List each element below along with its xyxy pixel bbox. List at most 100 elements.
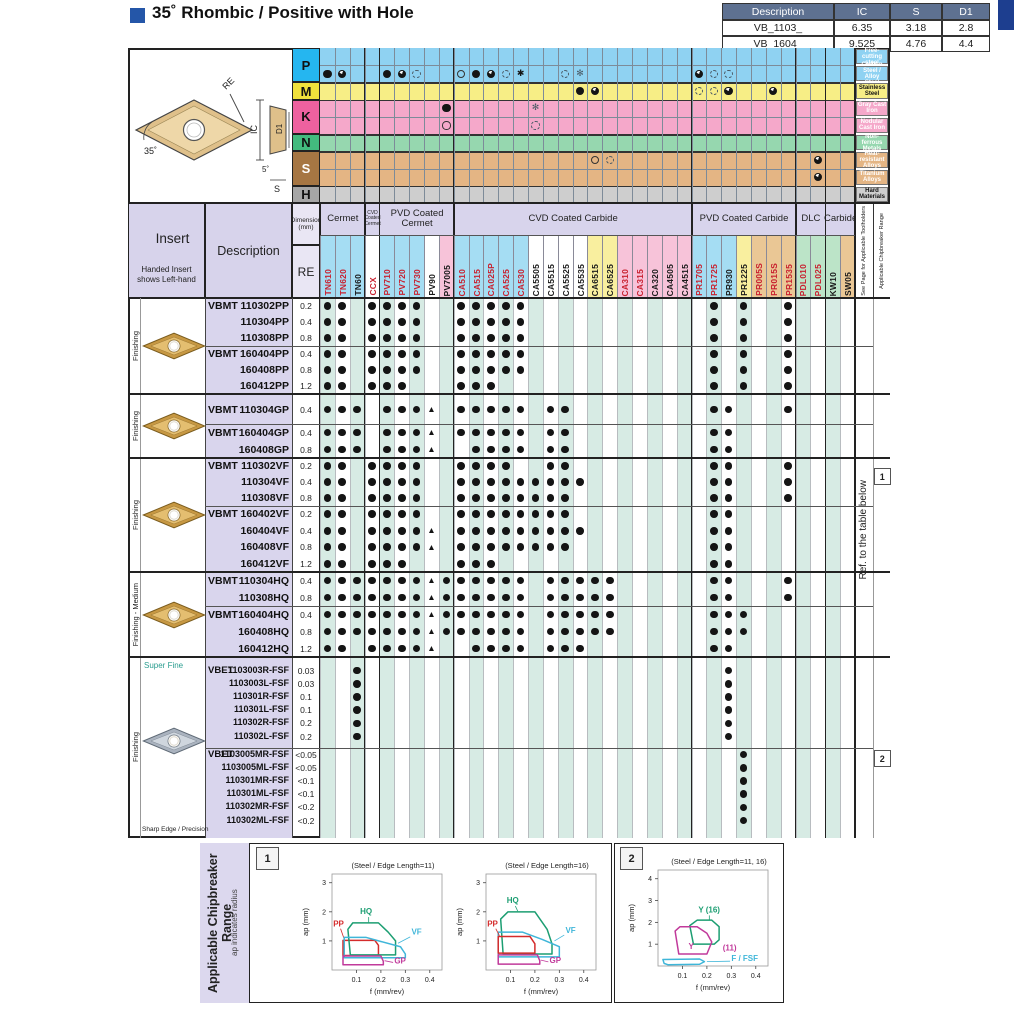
- availability-dot-CA525: [501, 526, 510, 535]
- availability-dot-PV710: [383, 366, 391, 374]
- availability-dot-PV710: [383, 318, 391, 326]
- spec-header-S: S: [890, 3, 942, 20]
- grade-name: CA525: [501, 268, 512, 296]
- availability-dot-TN60: [353, 405, 361, 414]
- insert-description: 110302VF: [241, 460, 289, 472]
- mark-dashed: [694, 86, 704, 96]
- grade-column-header-TN620: TN620: [334, 235, 350, 298]
- region-VF: [343, 936, 407, 959]
- mark-star: ✱: [516, 67, 525, 78]
- availability-dot-CA515: [472, 494, 480, 502]
- availability-dot-TN610: [323, 526, 332, 535]
- availability-dot-CA510: [457, 318, 465, 326]
- availability-dot-PR1535: [784, 366, 792, 374]
- side-label-border: [140, 298, 141, 838]
- availability-dot-PV710: [383, 405, 391, 414]
- region-label-F / FSF: F / FSF: [731, 954, 758, 963]
- re-value: 0.2: [300, 509, 312, 520]
- chipbreaker-chart-2: (Steel / Edge Length=16) 0.1 0.2 0.3 0.4 1 2 3 f…: [450, 858, 610, 1004]
- availability-dot-PV710: [383, 510, 391, 519]
- availability-dot-TN60: [353, 732, 361, 741]
- x-tick: 0.3: [400, 977, 410, 984]
- availability-dot-TN60: [353, 445, 361, 454]
- y-tick: 3: [648, 898, 652, 905]
- availability-dot-CCX: [368, 627, 376, 636]
- availability-dot-CA5535: [576, 576, 584, 585]
- chipbreaker-chart-1: (Steel / Edge Length=11) 0.1 0.2 0.3 0.4 1 2 3 f…: [296, 858, 456, 1004]
- availability-dot-PV720: [397, 559, 406, 568]
- grade-name: CA6525: [605, 263, 616, 296]
- band-grid: [736, 48, 737, 203]
- availability-dot-PR1225: [739, 302, 748, 310]
- range-box-1: 1: [874, 468, 891, 485]
- region-HQ: [499, 911, 553, 955]
- availability-dot-CA025P: [487, 302, 495, 310]
- subblock-line: [205, 423, 873, 425]
- availability-dot-CA530: [516, 610, 525, 619]
- availability-dot-TN620: [338, 559, 347, 568]
- availability-dot-PR1225: [739, 627, 748, 636]
- availability-dot-PR1725: [710, 478, 718, 486]
- availability-dot-CCX: [368, 576, 376, 585]
- chipbreaker-chart-3: (Steel / Edge Length=11, 16) 0.1 0.2 0.3 0.4…: [622, 854, 782, 1000]
- availability-dot-PR1535: [784, 334, 792, 342]
- spec-cell: 3.18: [890, 20, 942, 36]
- re-value: <0.2: [297, 815, 315, 826]
- availability-dot-PV710: [383, 445, 391, 454]
- body-column: [528, 298, 543, 838]
- availability-dot-TN60: [353, 706, 361, 714]
- grade-name: CA4515: [679, 263, 690, 296]
- insert-description: 110301L-FSF: [233, 704, 289, 715]
- body-column: [661, 298, 677, 838]
- body-column: [349, 298, 365, 838]
- re-value: 0.8: [300, 444, 312, 455]
- grade-name: CA530: [516, 268, 527, 296]
- availability-dot-CA025P: [487, 445, 495, 454]
- grade-name: PR1225: [739, 264, 750, 296]
- availability-dot-CA525: [501, 576, 510, 585]
- availability-dot-PV730: [412, 302, 421, 310]
- availability-dot-CA025P: [487, 510, 495, 519]
- header-top-line: [128, 202, 890, 204]
- availability-dot-PV710: [383, 494, 391, 502]
- availability-dot-PV730: [412, 610, 421, 619]
- material-label: Non-ferrous Metals: [856, 134, 888, 152]
- grade-column-header-TN60: TN60: [349, 235, 365, 298]
- availability-dot-PR1535: [784, 494, 792, 502]
- availability-dot-CA5535: [576, 526, 584, 535]
- insert-description: 160404VF: [240, 524, 289, 537]
- availability-dot-CA025P: [487, 350, 495, 358]
- availability-dot-CA5515: [546, 610, 555, 619]
- body-column: [840, 298, 855, 838]
- availability-dot-TN620: [338, 494, 347, 502]
- mark-three-quarter: [397, 69, 406, 79]
- availability-dot-PR1535: [784, 382, 792, 390]
- re-value: 1.2: [300, 381, 312, 391]
- x-tick: 0.1: [352, 977, 362, 984]
- availability-dot-CA525: [501, 462, 510, 470]
- availability-dot-TN610: [323, 366, 332, 374]
- availability-dot-PR930: [724, 510, 733, 519]
- insert-description: 110302R-FSF: [232, 717, 289, 728]
- availability-dot-PR1225: [739, 777, 748, 785]
- availability-dot-CA5525: [561, 405, 569, 414]
- availability-dot-PR1535: [784, 405, 792, 414]
- body-column: [676, 298, 692, 838]
- re-value: 0.4: [300, 525, 312, 536]
- availability-dot-PR1225: [739, 750, 748, 759]
- availability-dot-PV730: [412, 478, 421, 486]
- group-border: [794, 48, 797, 838]
- availability-dot-CA515: [472, 445, 480, 454]
- availability-dot-CA525: [501, 366, 510, 374]
- availability-dot-TN610: [323, 478, 332, 486]
- availability-dot-PV710: [383, 462, 391, 470]
- availability-dot-PV730: [412, 445, 421, 454]
- availability-dot-CA025P: [487, 334, 495, 342]
- availability-dot-CA5515: [546, 445, 555, 454]
- availability-dot-PV710: [383, 526, 391, 535]
- grade-column-header-PV720: PV720: [394, 235, 410, 298]
- availability-dot-PR930: [724, 644, 733, 653]
- availability-dot-CA5535: [576, 478, 584, 486]
- chart-title: (Steel / Edge Length=11): [351, 861, 435, 870]
- grade-name: CA5505: [530, 263, 541, 296]
